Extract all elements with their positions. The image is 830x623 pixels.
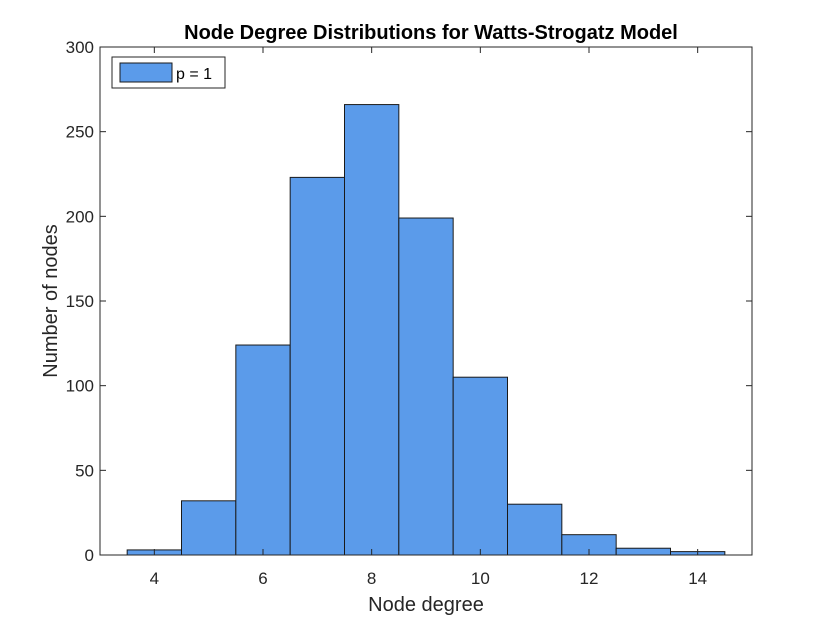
x-axis-label: Node degree (368, 594, 484, 616)
chart-title: Node Degree Distributions for Watts-Stro… (184, 22, 678, 44)
y-tick-label: 150 (66, 292, 94, 311)
x-tick-label: 4 (150, 569, 159, 588)
histogram-bar (181, 500, 237, 556)
y-tick-label: 250 (66, 123, 94, 142)
bars-group (126, 104, 726, 556)
y-axis-label: Number of nodes (40, 224, 62, 377)
y-tick-label: 300 (66, 38, 94, 57)
y-tick-label: 100 (66, 377, 94, 396)
histogram-bar (452, 376, 508, 556)
y-tick-label: 0 (85, 546, 94, 565)
histogram-bar (344, 104, 400, 556)
y-tick-label: 200 (66, 207, 94, 226)
x-tick-label: 14 (688, 569, 707, 588)
histogram-bar (289, 176, 345, 556)
x-tick-label: 10 (471, 569, 490, 588)
histogram-bar (398, 217, 454, 556)
y-axis: 0 50 100 150 200 250 300 (66, 38, 752, 565)
x-tick-label: 8 (367, 569, 376, 588)
legend-entry: p = 1 (176, 66, 212, 83)
y-tick-label: 50 (75, 461, 94, 480)
histogram-bar (507, 503, 563, 556)
legend-swatch (119, 62, 173, 83)
histogram-bar (615, 547, 672, 556)
histogram-bar (235, 344, 291, 556)
legend: p = 1 (111, 56, 226, 89)
x-axis: 4 6 8 10 12 14 (150, 47, 707, 588)
x-tick-label: 6 (258, 569, 267, 588)
x-tick-label: 12 (580, 569, 599, 588)
